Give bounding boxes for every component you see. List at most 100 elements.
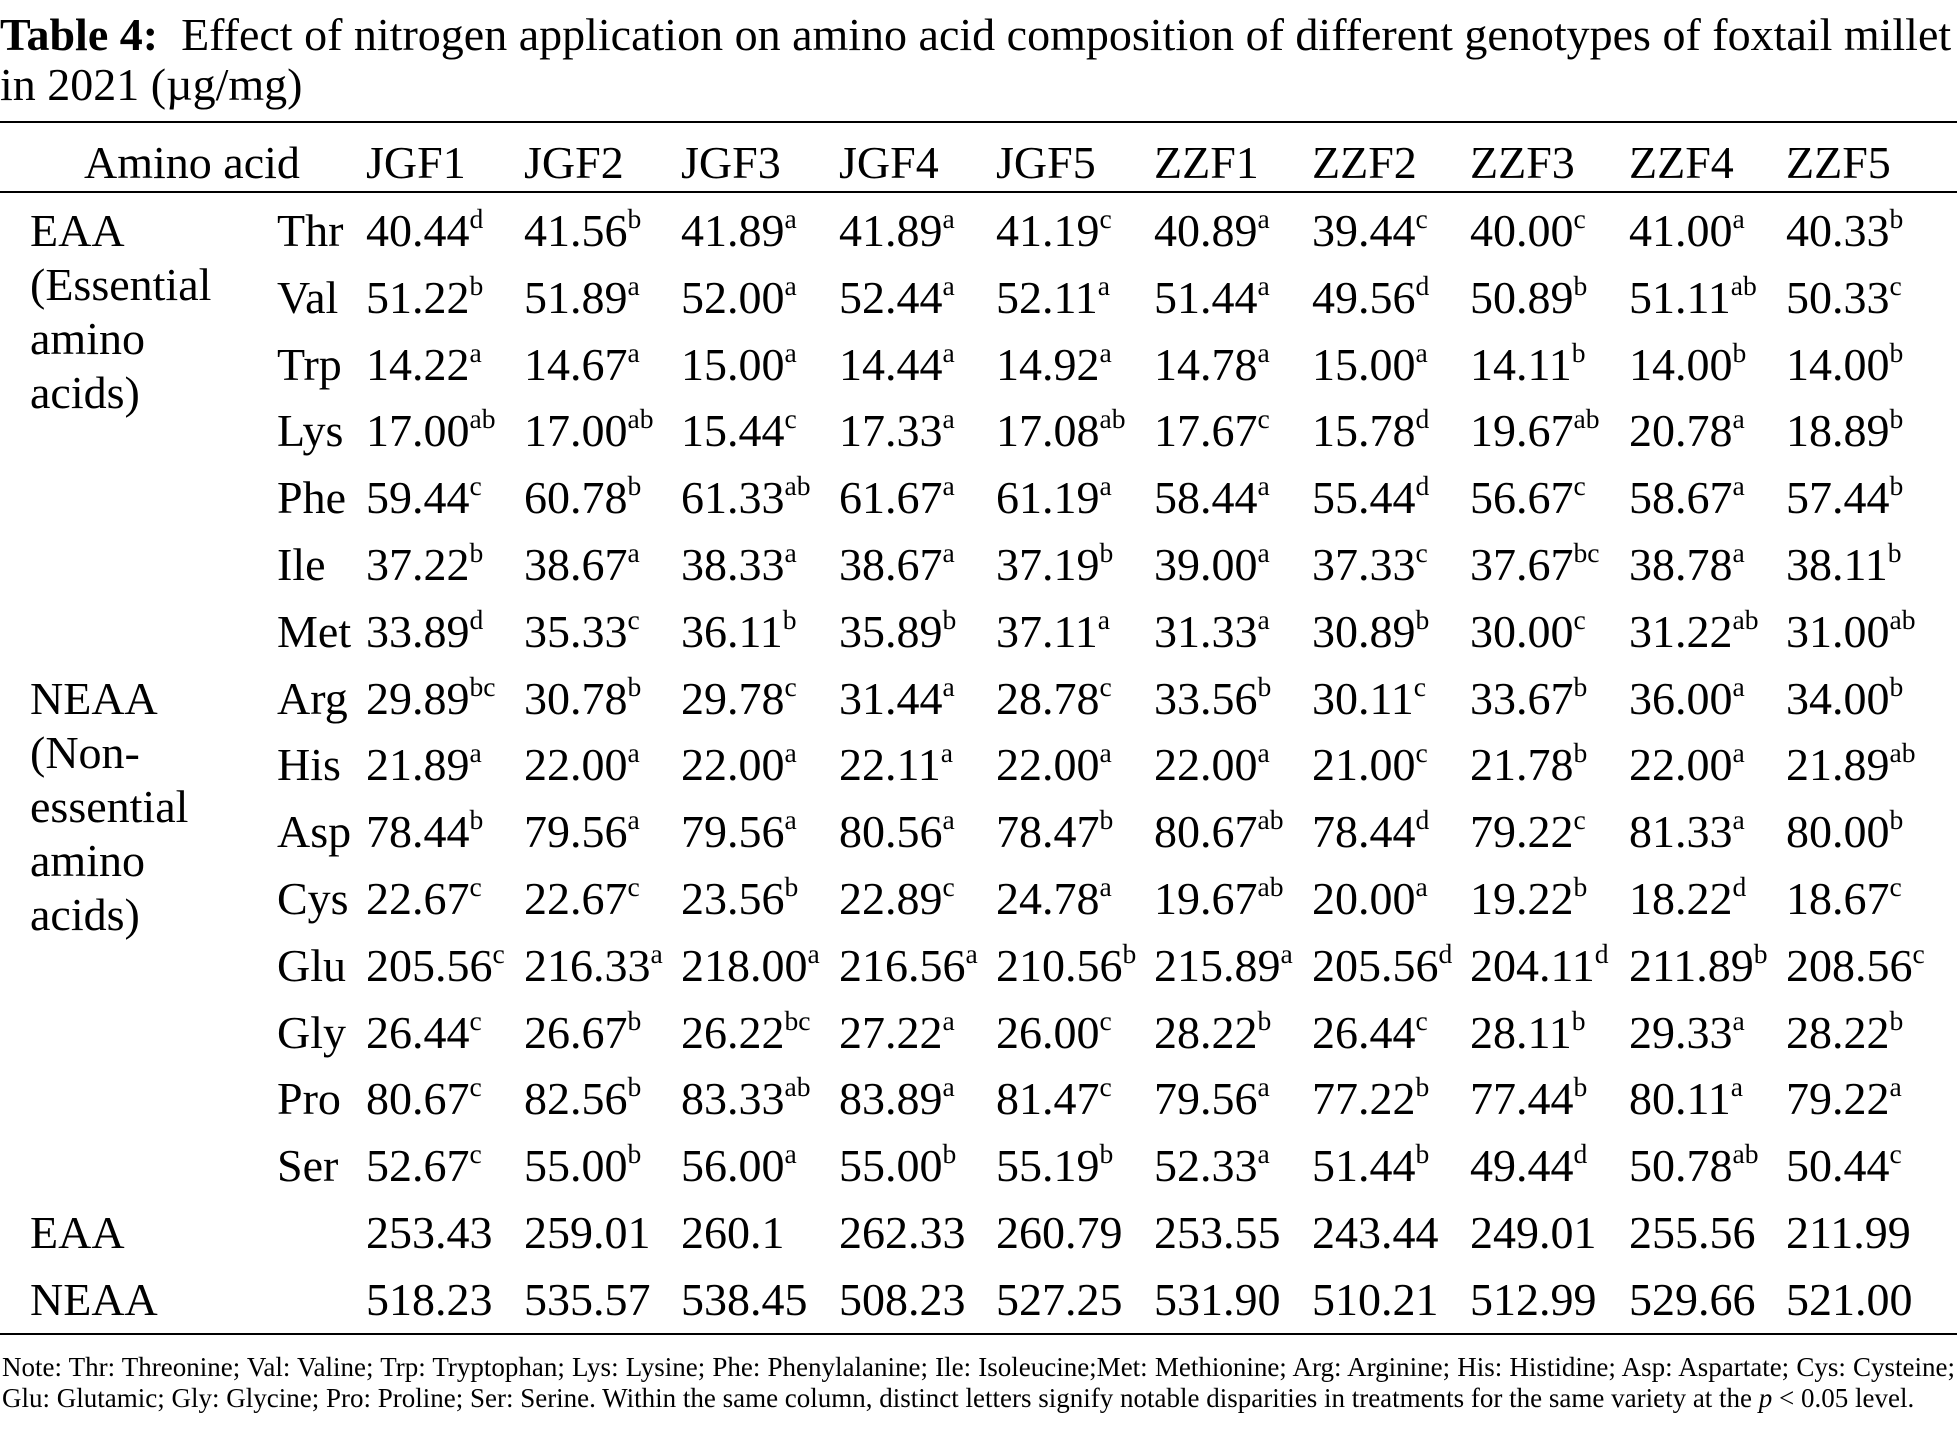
- amino-acid: Pro: [277, 1073, 341, 1125]
- significance-letter: c: [469, 871, 482, 903]
- cell-value: 33.56: [1154, 672, 1258, 724]
- cell: 50.89b: [1470, 271, 1587, 325]
- cell-value: 22.89: [839, 873, 943, 924]
- cell-value: 215.89: [1154, 939, 1281, 991]
- significance-letter: b: [469, 537, 484, 569]
- cell-value: 55.00: [524, 1140, 628, 1192]
- cell-value: 49.44: [1470, 1140, 1574, 1192]
- significance-letter: b: [1889, 804, 1904, 836]
- cell-value: 55.44: [1312, 472, 1416, 524]
- cell-value: 29.33: [1629, 1006, 1733, 1058]
- cell: 61.33ab: [681, 471, 811, 525]
- cell: 18.22d: [1629, 872, 1746, 926]
- significance-letter: c: [1573, 804, 1586, 836]
- cell: 211.89b: [1629, 939, 1768, 993]
- cell: 23.56b: [681, 872, 798, 926]
- cell-value: 81.47: [996, 1073, 1100, 1125]
- significance-letter: a: [627, 336, 640, 368]
- significance-letter: b: [1573, 670, 1588, 702]
- cell-value: 26.44: [366, 1006, 470, 1058]
- cell: 35.33c: [524, 605, 640, 659]
- cell-value: 14.67: [524, 338, 628, 390]
- cell-value: 39.44: [1312, 205, 1416, 256]
- significance-letter: a: [784, 737, 797, 769]
- total-value: 243.44: [1312, 1207, 1439, 1258]
- cell: 56.67c: [1470, 471, 1586, 525]
- cell-value: 33.67: [1470, 672, 1574, 724]
- cell-value: 27.22: [839, 1006, 943, 1058]
- cell: 37.33c: [1312, 538, 1428, 592]
- cell: 79.56a: [524, 805, 640, 859]
- significance-letter: b: [1099, 804, 1114, 836]
- significance-letter: a: [942, 269, 955, 301]
- cell: 19.67ab: [1154, 872, 1284, 926]
- total-value: 535.57: [524, 1273, 651, 1325]
- significance-letter: a: [1732, 203, 1745, 235]
- cell-value: 51.89: [524, 271, 628, 323]
- cell: 22.67c: [524, 872, 640, 926]
- significance-letter: d: [1415, 403, 1430, 435]
- group-label: NEAA (Non-essential amino acids): [30, 672, 189, 940]
- significance-letter: c: [1099, 203, 1112, 235]
- significance-letter: a: [1732, 403, 1745, 435]
- cell: 26.22bc: [681, 1006, 811, 1060]
- cell-value: 38.11: [1786, 539, 1888, 590]
- cell-value: 22.67: [366, 873, 470, 924]
- cell-value: 28.22: [1786, 1006, 1890, 1058]
- cell-value: 41.00: [1629, 205, 1733, 256]
- cell: 38.33a: [681, 538, 797, 592]
- cell-value: 56.67: [1470, 472, 1574, 524]
- cell-value: 14.22: [366, 338, 470, 390]
- cell-value: 30.78: [524, 672, 628, 724]
- cell-value: 80.67: [1154, 806, 1258, 858]
- significance-letter: a: [942, 537, 955, 569]
- cell: 21.89ab: [1786, 738, 1916, 792]
- cell-value: 57.44: [1786, 472, 1890, 524]
- row-header: Amino acid: [84, 137, 300, 188]
- cell: 80.11a: [1629, 1072, 1743, 1126]
- cell: 80.00b: [1786, 805, 1903, 859]
- significance-letter: a: [942, 1004, 955, 1036]
- significance-letter: c: [1889, 1138, 1902, 1170]
- cell: 77.22b: [1312, 1072, 1429, 1126]
- amino-acid: Met: [277, 605, 352, 657]
- cell-value: 80.67: [366, 1073, 470, 1125]
- significance-letter: c: [1889, 871, 1902, 903]
- significance-letter: c: [1889, 269, 1902, 301]
- cell: 38.67a: [524, 538, 640, 592]
- significance-letter: b: [1732, 336, 1747, 368]
- cell-value: 37.33: [1312, 539, 1416, 590]
- significance-letter: c: [1573, 203, 1586, 235]
- significance-letter: c: [627, 871, 640, 903]
- cell-value: 36.11: [681, 605, 783, 657]
- significance-letter: b: [1887, 537, 1902, 569]
- cell-value: 210.56: [996, 939, 1123, 991]
- significance-letter: ab: [627, 403, 654, 435]
- significance-letter: ab: [1573, 403, 1600, 435]
- cell: 60.78b: [524, 471, 641, 525]
- cell-value: 33.89: [366, 605, 470, 657]
- cell-value: 204.11: [1470, 939, 1595, 991]
- cell-value: 79.22: [1470, 806, 1574, 858]
- cell-value: 78.47: [996, 806, 1100, 858]
- cell: 26.67b: [524, 1006, 641, 1060]
- column-header: ZZF4: [1629, 137, 1734, 188]
- significance-letter: b: [942, 603, 957, 635]
- cell-value: 19.22: [1470, 873, 1574, 924]
- note: Note: Thr: Threonine; Val: Valine; Trp: …: [2, 1352, 1955, 1414]
- cell-value: 83.33: [681, 1073, 785, 1125]
- amino-acid: Arg: [277, 672, 348, 724]
- cell: 33.67b: [1470, 672, 1587, 726]
- cell-value: 31.00: [1786, 605, 1890, 657]
- significance-letter: b: [1415, 1071, 1430, 1103]
- significance-letter: c: [627, 603, 640, 635]
- cell: 26.00c: [996, 1006, 1112, 1060]
- cell: 22.00a: [996, 738, 1112, 792]
- total-value: 253.55: [1154, 1207, 1281, 1258]
- significance-letter: a: [1732, 804, 1745, 836]
- cell-value: 51.11: [1629, 271, 1731, 323]
- cell-value: 18.89: [1786, 405, 1890, 457]
- cell-value: 24.78: [996, 873, 1100, 924]
- cell-value: 22.00: [524, 739, 628, 791]
- cell-value: 208.56: [1786, 939, 1913, 991]
